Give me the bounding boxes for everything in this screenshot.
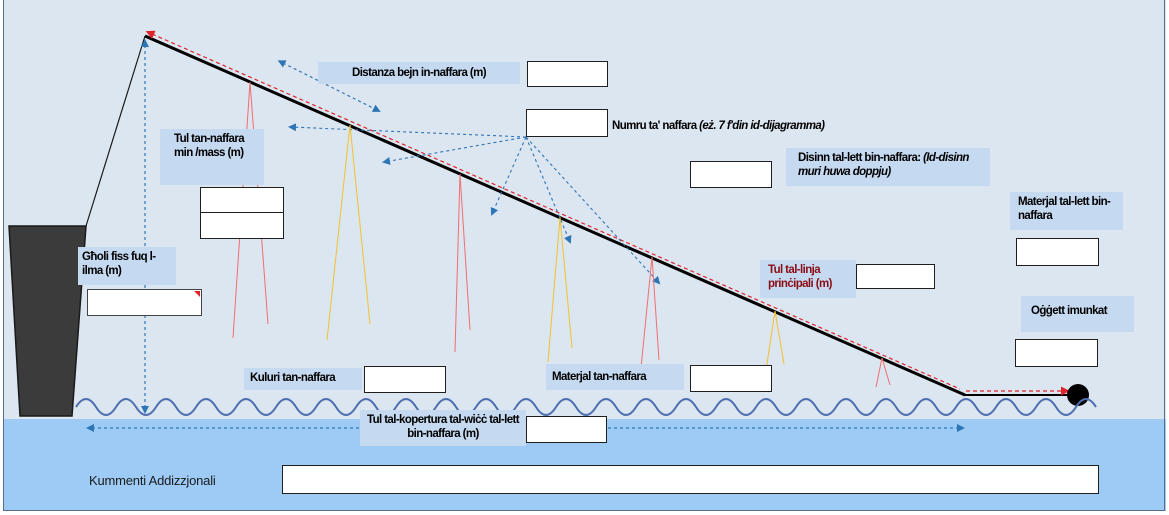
hook-number-arrows [288,123,661,285]
outer-frame [3,0,1165,511]
hook-number-label: Numru ta' naffara (eż. 7 f'din id-dijagr… [612,120,825,132]
surface-coverage-input[interactable] [526,416,607,443]
mast-line [85,35,146,227]
hook-number-input[interactable] [526,109,608,137]
branch-length-label: Tul tan-naffara min /mass (m) [160,129,264,185]
sea-surface-wave [75,398,1097,416]
additional-comments-input[interactable] [282,465,1099,494]
surface-coverage-label: Tul tal-kopertura tal-wiċċ tal-lett bin-… [360,410,526,446]
main-line-length-label: Tul tal-linja prinċipali (m) [760,260,856,298]
main-line-length-input[interactable] [856,264,935,289]
float-design-label: Disinn tal-lett bin-naffara: (Id-disinn … [786,148,990,186]
hook-material-input[interactable] [690,365,772,392]
hook-material-label: Materjal tan-naffara [546,364,684,390]
vessel-hull [8,225,87,417]
float-height-label: Għoli fiss fuq l-ilma (m) [78,247,176,285]
branch-length-input-2[interactable] [200,212,284,239]
longline-material-input[interactable] [1016,238,1099,266]
red-corner-marker [194,291,200,297]
attached-object-input[interactable] [1015,339,1098,367]
float-design-input[interactable] [690,161,772,188]
hook-distance-input[interactable] [527,61,608,87]
hook-color-input[interactable] [364,366,446,393]
float-height-input[interactable] [87,289,202,316]
branch-lines [232,81,891,388]
additional-comments-label: Kummenti Addizzjonali [89,473,216,488]
attached-object-label: Oġġett imunkat [1021,296,1134,332]
hook-color-label: Kuluri tan-naffara [244,368,362,390]
longline-material-label: Materjal tal-lett bin-naffara [1010,192,1123,230]
hook-distance-label: Distanza bejn in-naffara (m) [318,62,520,84]
